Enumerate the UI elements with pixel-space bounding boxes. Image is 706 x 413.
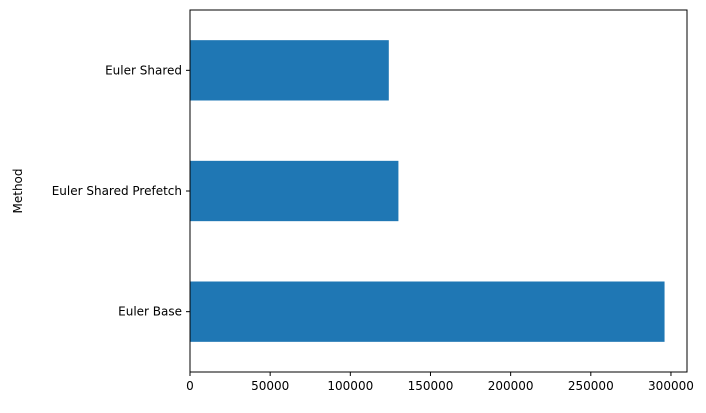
y-axis-label: Method [11,168,25,213]
bars-group [190,40,665,342]
bar-euler-base [190,281,665,342]
plot-frame [189,9,688,373]
bar-euler-shared [190,40,389,101]
y-tick-label: Euler Shared [105,63,182,77]
x-axis-ticks: 0 50000 100000 150000 200000 250000 300000 [186,372,694,393]
x-tick-label: 250000 [568,379,614,393]
x-tick-label: 0 [186,379,194,393]
x-tick-label: 300000 [648,379,694,393]
x-tick-label: 100000 [327,379,373,393]
bar-euler-shared-prefetch [190,160,399,222]
x-tick-label: 200000 [488,379,534,393]
x-tick-label: 50000 [251,379,289,393]
y-axis-ticks: Euler Base Euler Shared Prefetch Euler Sha… [52,63,190,319]
y-tick-label: Euler Base [118,305,182,319]
x-tick-label: 150000 [408,379,454,393]
y-tick-label: Euler Shared Prefetch [52,184,182,198]
